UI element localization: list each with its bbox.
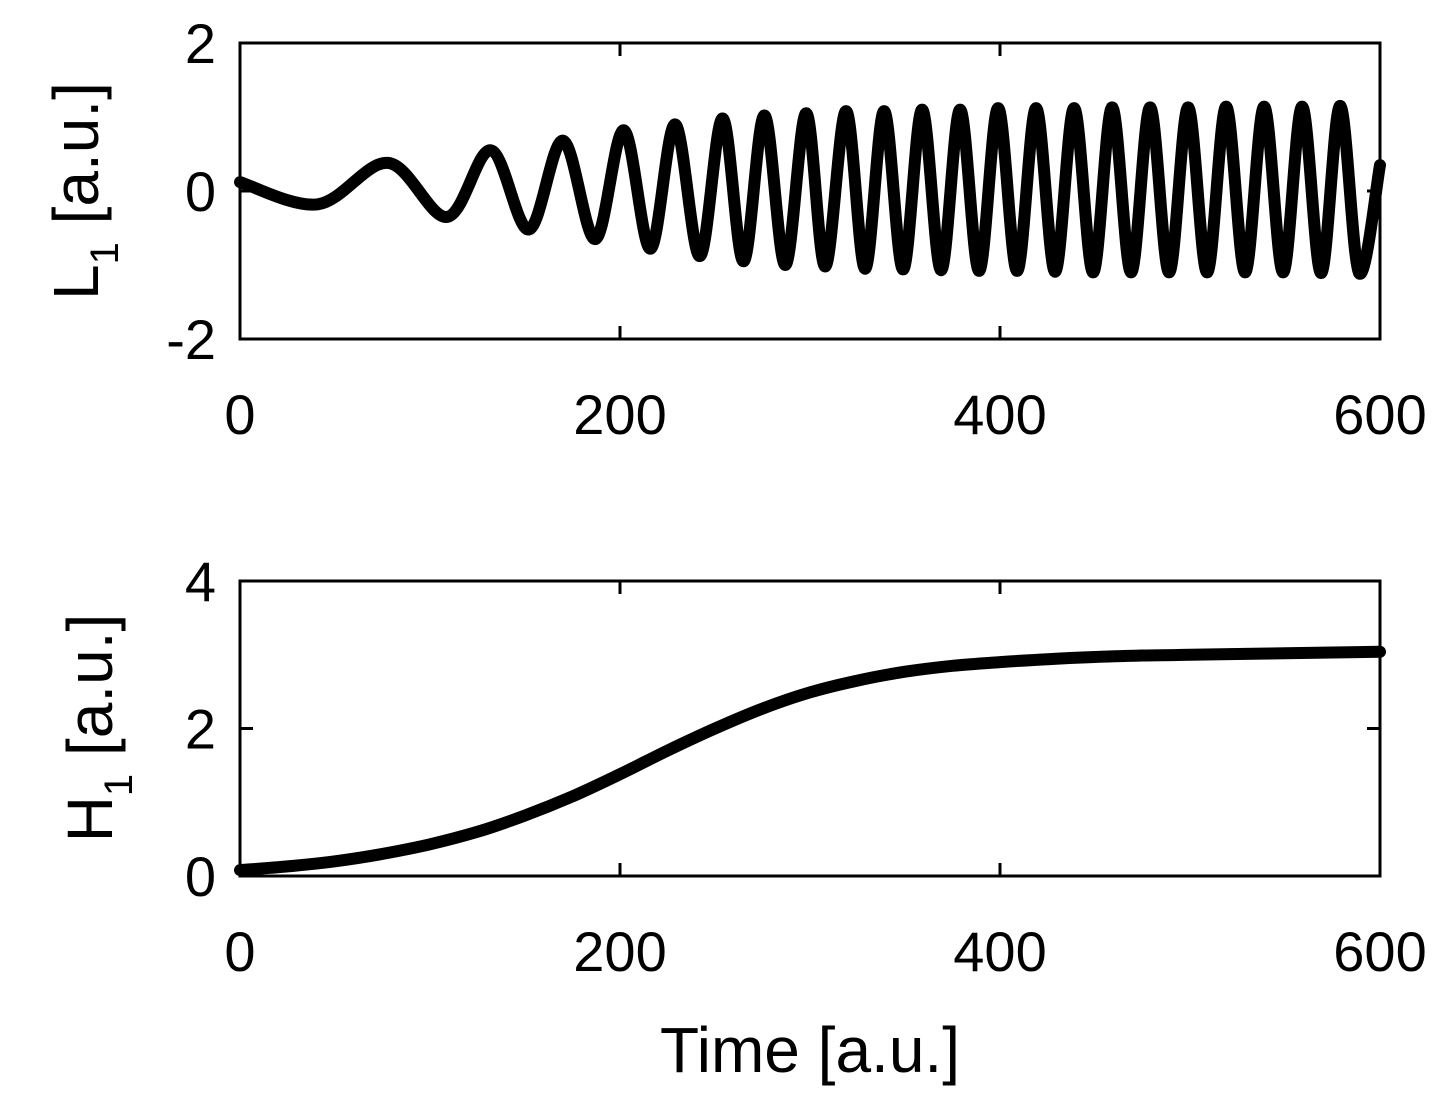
x-tick-label: 0 bbox=[224, 383, 255, 446]
y-axis-title-unit: [a.u.] bbox=[40, 82, 112, 242]
series-line-2-1 bbox=[234, 645, 1386, 877]
y-tick-label: 4 bbox=[185, 550, 216, 613]
x-tick-label: 600 bbox=[1333, 920, 1426, 983]
x-tick-label: 200 bbox=[573, 383, 666, 446]
x-tick-label: 600 bbox=[1333, 383, 1426, 446]
panel-2: 0 200 400 600 0 2 4 H1 [a.u.] Time [a.u.] bbox=[54, 550, 1427, 1086]
y-tick-label: 0 bbox=[185, 160, 216, 223]
x-tick-label: 200 bbox=[573, 920, 666, 983]
y-axis-title-main: L bbox=[40, 264, 112, 300]
x-tick-label: 400 bbox=[953, 920, 1046, 983]
x-tick-label: 0 bbox=[224, 920, 255, 983]
y-tick-label: -2 bbox=[166, 308, 216, 371]
y-axis-title: L1 [a.u.] bbox=[40, 82, 127, 300]
y-tick-label: 0 bbox=[185, 845, 216, 908]
plot-frame bbox=[238, 579, 1382, 878]
y-tick-label: 2 bbox=[185, 12, 216, 75]
x-axis-title: Time [a.u.] bbox=[660, 1014, 960, 1086]
y-axis-title-sub: 1 bbox=[97, 774, 141, 796]
y-axis-title: H1 [a.u.] bbox=[54, 614, 141, 843]
y-axis-title-unit: [a.u.] bbox=[54, 614, 126, 774]
y-axis-title-sub: 1 bbox=[83, 242, 127, 264]
y-tick-label: 2 bbox=[185, 698, 216, 761]
series-line-1-1 bbox=[234, 99, 1386, 280]
y-axis-title-main: H bbox=[54, 796, 126, 842]
x-tick-label: 400 bbox=[953, 383, 1046, 446]
